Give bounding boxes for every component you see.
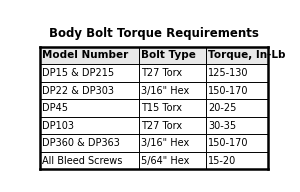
Bar <box>40 134 268 152</box>
Text: T27 Torx: T27 Torx <box>141 121 182 131</box>
Text: 15-20: 15-20 <box>208 156 236 166</box>
Text: 150-170: 150-170 <box>208 138 248 148</box>
Text: Torque, In-Lb: Torque, In-Lb <box>208 50 286 60</box>
Text: 150-170: 150-170 <box>208 85 248 95</box>
Bar <box>40 64 268 82</box>
Text: Bolt Type: Bolt Type <box>141 50 196 60</box>
Text: DP15 & DP215: DP15 & DP215 <box>42 68 114 78</box>
Text: Body Bolt Torque Requirements: Body Bolt Torque Requirements <box>49 27 259 40</box>
Bar <box>40 152 268 169</box>
Bar <box>40 117 268 134</box>
Text: T15 Torx: T15 Torx <box>141 103 182 113</box>
Text: DP360 & DP363: DP360 & DP363 <box>42 138 120 148</box>
Text: 20-25: 20-25 <box>208 103 236 113</box>
Text: All Bleed Screws: All Bleed Screws <box>42 156 122 166</box>
Text: T27 Torx: T27 Torx <box>141 68 182 78</box>
Bar <box>40 99 268 117</box>
Text: Model Number: Model Number <box>42 50 128 60</box>
Text: DP103: DP103 <box>42 121 74 131</box>
Text: 5/64" Hex: 5/64" Hex <box>141 156 189 166</box>
Text: 30-35: 30-35 <box>208 121 236 131</box>
Text: 3/16" Hex: 3/16" Hex <box>141 85 189 95</box>
Bar <box>40 47 268 64</box>
Bar <box>40 82 268 99</box>
Text: DP22 & DP303: DP22 & DP303 <box>42 85 114 95</box>
Text: 125-130: 125-130 <box>208 68 248 78</box>
Text: DP45: DP45 <box>42 103 68 113</box>
Text: 3/16" Hex: 3/16" Hex <box>141 138 189 148</box>
